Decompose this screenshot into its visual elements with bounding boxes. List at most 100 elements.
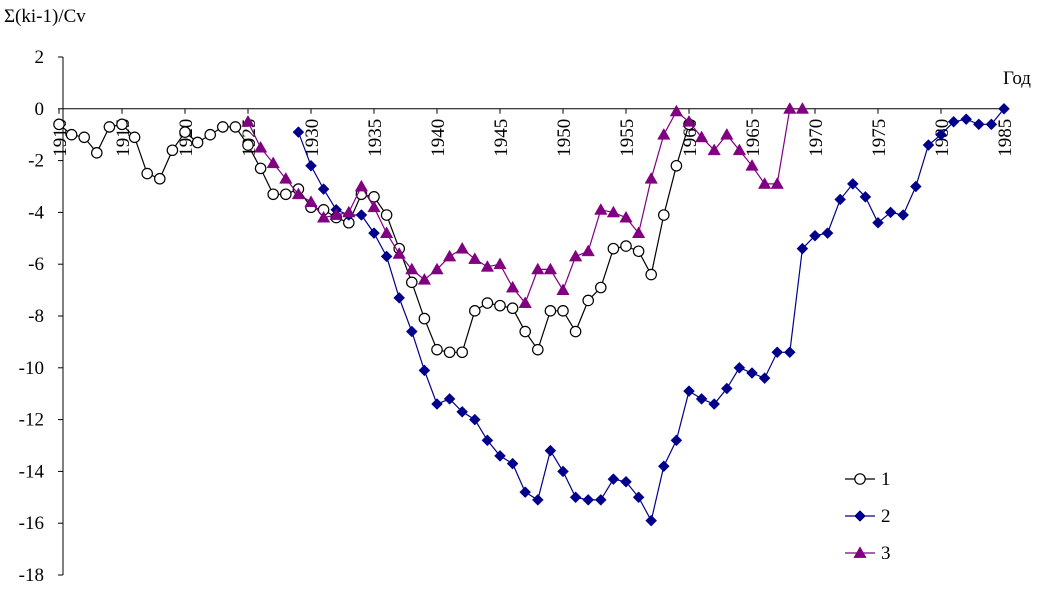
series-1-point (607, 242, 620, 255)
x-tick-label: 1965 (743, 119, 764, 157)
series-3-point (329, 208, 343, 220)
series-2-point (695, 393, 708, 405)
series-1-point (557, 305, 569, 317)
y-tick-label: -4 (28, 202, 44, 223)
series-2-point (456, 405, 469, 418)
series-1-point (380, 209, 393, 221)
series-1-point (254, 162, 267, 175)
series-1-point (229, 121, 242, 133)
series-1-point (481, 297, 494, 309)
series-1-point (519, 325, 531, 338)
series-3-point (518, 296, 532, 308)
series-1-point (141, 167, 153, 180)
series-3-point (316, 210, 331, 223)
series-2-point (872, 216, 884, 229)
series-2-point (544, 444, 557, 457)
series-3-point (468, 252, 482, 264)
series-3-point (795, 102, 810, 114)
series-1-point (191, 136, 204, 149)
series-1-point (645, 268, 657, 281)
y-tick-label: 2 (35, 47, 45, 68)
series-2-point (834, 193, 847, 206)
series-3-point (720, 127, 734, 140)
series-3-point (594, 203, 608, 215)
series-3-point (644, 172, 658, 184)
series-3-point (657, 127, 671, 140)
series-2-point (746, 367, 758, 379)
series-2-point (405, 325, 418, 338)
series-2-point (758, 372, 771, 385)
series-2-point (531, 494, 544, 506)
series-3-point (241, 115, 255, 127)
series-2-point (809, 229, 821, 242)
legend-label: 2 (881, 506, 891, 527)
series-3-point (707, 143, 721, 156)
series-3-point (745, 159, 759, 171)
legend-marker (854, 510, 866, 522)
series-2-point (431, 398, 443, 410)
series-1-point (405, 276, 418, 289)
series-1-point (116, 118, 128, 131)
series-1-point (456, 346, 468, 359)
y-tick-label: -14 (19, 461, 45, 482)
series-2-point (368, 227, 380, 239)
series-3-point (455, 241, 469, 254)
x-tick-label: 1950 (554, 119, 575, 157)
series-2-point (506, 457, 519, 470)
series-2-point (821, 227, 834, 239)
legend-marker (853, 546, 867, 558)
series-1-point (418, 312, 431, 325)
series-3-point (606, 205, 621, 218)
series-1-point (494, 299, 506, 312)
series-3-point (379, 226, 394, 239)
series-2-point (972, 118, 985, 131)
x-axis-title: Год (1003, 68, 1031, 89)
y-axis-title: Σ(ki-1)/Cv (4, 6, 86, 27)
series-3-point (770, 177, 784, 189)
series-2-point (393, 292, 406, 304)
x-tick-label: 1955 (617, 119, 638, 157)
series-1-point (468, 305, 481, 317)
series-3-point (253, 140, 268, 153)
series-3-point (694, 130, 709, 143)
series-1-point (128, 131, 141, 144)
series-1-point (154, 172, 166, 185)
series-3-point (505, 280, 520, 293)
x-tick-label: 1975 (869, 119, 890, 157)
series-1-point (279, 188, 292, 201)
series-2-point (569, 491, 582, 504)
series-1-point (582, 294, 594, 307)
series-3-point (442, 249, 457, 262)
series-3-point (480, 260, 495, 272)
series-2-point (922, 139, 935, 151)
series-3-point (619, 210, 633, 223)
series-1-point (53, 118, 65, 131)
series-2-point (657, 460, 670, 473)
series-3-point (367, 200, 381, 213)
series-2-point (998, 102, 1010, 115)
series-3-point (531, 262, 545, 275)
series-1-point (569, 325, 582, 338)
x-tick-label: 1920 (176, 119, 197, 157)
y-tick-label: -2 (28, 151, 44, 172)
series-1-point (267, 188, 279, 201)
series-2-point (380, 250, 393, 263)
series-2-point (355, 209, 368, 221)
series-2-point (783, 346, 796, 359)
series-1-point (242, 139, 254, 151)
series-2-line (297, 108, 1005, 523)
series-2-point (985, 118, 998, 131)
y-tick-label: -12 (19, 410, 44, 431)
series-3-point (291, 187, 306, 200)
series-3-point (732, 143, 747, 156)
series-3-point (783, 102, 797, 114)
series-2-point (771, 346, 784, 359)
series-2-point (846, 178, 859, 190)
series-1-point (103, 121, 116, 133)
series-3-point (417, 273, 432, 285)
series-3-point (757, 177, 772, 189)
series-2-point (708, 398, 721, 410)
series-2-point (292, 126, 305, 138)
series-3-point (430, 262, 444, 275)
